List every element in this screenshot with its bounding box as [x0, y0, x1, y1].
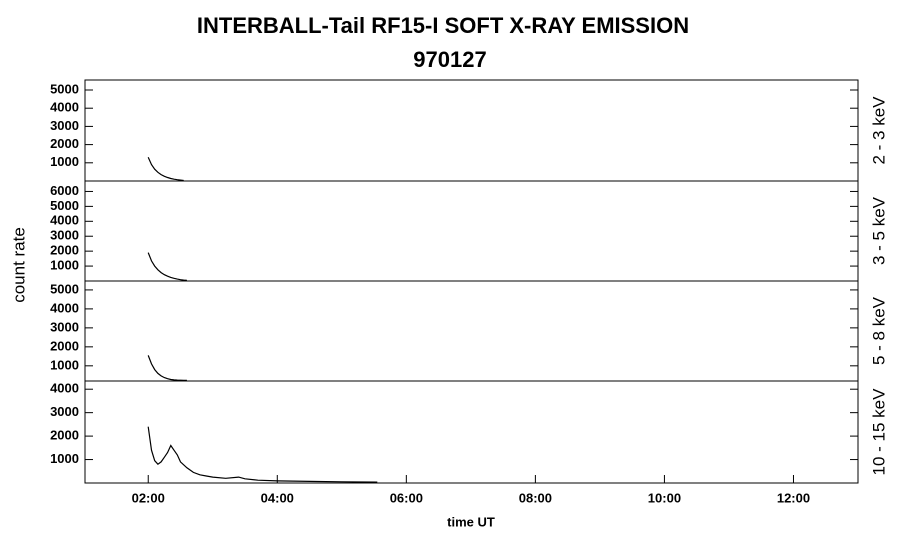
y-tick-label: 5000	[50, 198, 79, 213]
y-tick-label: 3000	[50, 228, 79, 243]
x-tick-label: 04:00	[261, 490, 294, 505]
y-tick-label: 2000	[50, 136, 79, 151]
panel-label: 3 - 5 keV	[869, 196, 888, 265]
x-tick-label: 12:00	[777, 490, 810, 505]
y-tick-label: 4000	[50, 213, 79, 228]
y-tick-label: 3000	[50, 404, 79, 419]
x-tick-label: 02:00	[132, 490, 165, 505]
y-tick-label: 2000	[50, 338, 79, 353]
y-tick-label: 4000	[50, 300, 79, 315]
y-tick-label: 3000	[50, 118, 79, 133]
y-tick-label: 1000	[50, 357, 79, 372]
y-tick-label: 1000	[50, 451, 79, 466]
chart-subtitle: 970127	[413, 47, 486, 72]
panel-frame	[84, 79, 859, 182]
y-tick-label: 6000	[50, 183, 79, 198]
panel-label: 10 - 15 keV	[869, 388, 888, 476]
panel-label: 5 - 8 keV	[869, 296, 888, 365]
panel-frame	[84, 280, 859, 382]
panel-frame	[84, 380, 859, 484]
x-tick-label: 08:00	[519, 490, 552, 505]
x-axis-label: time UT	[447, 514, 495, 529]
y-tick-label: 5000	[50, 81, 79, 96]
y-tick-label: 1000	[50, 154, 79, 169]
data-line	[147, 426, 378, 483]
y-tick-label: 4000	[50, 381, 79, 396]
panel-frame	[84, 180, 859, 282]
y-tick-label: 2000	[50, 243, 79, 258]
y-tick-label: 3000	[50, 319, 79, 334]
data-line	[147, 157, 184, 182]
y-tick-label: 2000	[50, 428, 79, 443]
data-line	[147, 252, 187, 281]
y-axis-label: count rate	[9, 227, 28, 303]
y-tick-label: 5000	[50, 281, 79, 296]
panel-label: 2 - 3 keV	[869, 96, 888, 165]
x-tick-label: 06:00	[390, 490, 423, 505]
x-tick-label: 10:00	[648, 490, 681, 505]
data-line	[147, 355, 187, 381]
chart-title: INTERBALL-Tail RF15-I SOFT X-RAY EMISSIO…	[197, 13, 689, 38]
y-tick-label: 1000	[50, 258, 79, 273]
y-tick-label: 4000	[50, 100, 79, 115]
